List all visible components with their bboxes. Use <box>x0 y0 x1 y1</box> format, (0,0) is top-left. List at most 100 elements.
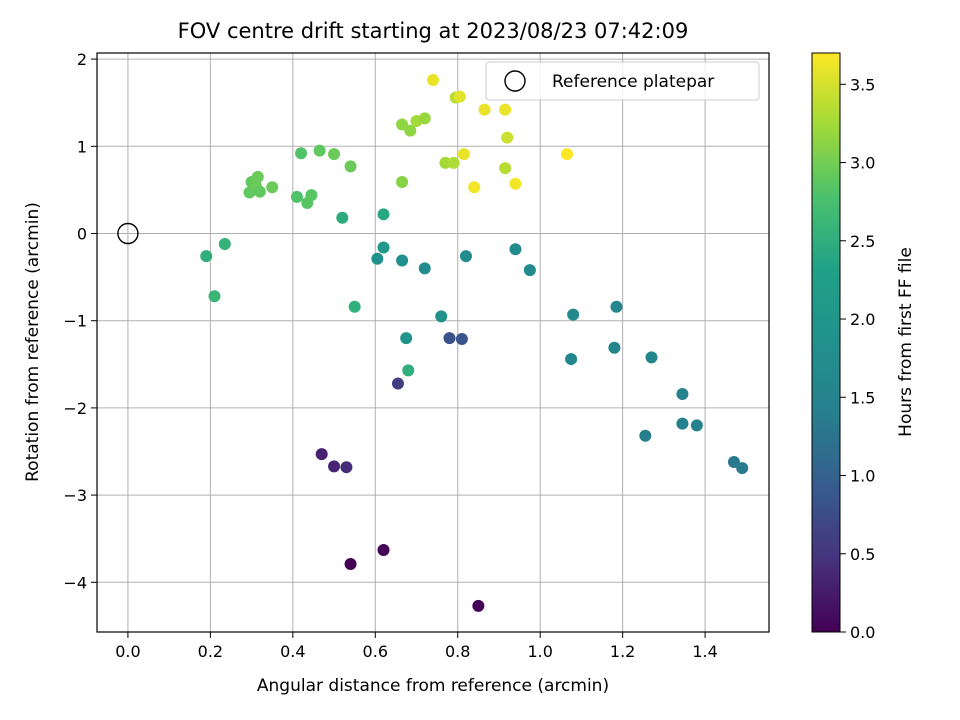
reference-platepar-marker <box>117 222 139 245</box>
data-point <box>443 332 456 345</box>
data-point <box>501 131 514 144</box>
data-point <box>290 190 303 203</box>
data-point <box>567 308 580 321</box>
data-point <box>377 208 390 221</box>
data-point <box>560 148 573 161</box>
colorbar-tick-label: 1.5 <box>850 388 875 407</box>
data-points <box>117 74 749 612</box>
x-tick-label: 0.8 <box>445 642 470 661</box>
data-point <box>509 177 522 190</box>
data-point <box>266 181 279 194</box>
x-axis: 0.0 0.2 0.4 0.6 0.8 1.0 1.2 1.4 <box>115 632 718 661</box>
grid-lines <box>97 53 769 632</box>
colorbar-label: Hours from first FF file <box>896 247 916 437</box>
data-point <box>499 162 512 175</box>
data-point <box>328 148 341 161</box>
data-point <box>208 290 221 303</box>
data-point <box>455 333 468 346</box>
x-tick-label: 1.4 <box>692 642 717 661</box>
data-point <box>610 300 623 313</box>
legend: Reference platepar <box>485 61 760 101</box>
x-axis-label: Angular distance from reference (arcmin) <box>257 676 609 696</box>
y-tick-label: 2 <box>77 50 87 69</box>
colorbar-gradient <box>811 52 841 633</box>
data-point <box>676 417 689 430</box>
x-tick-label: 1.0 <box>527 642 552 661</box>
data-point <box>251 170 264 183</box>
data-point <box>439 156 452 169</box>
colorbar-tick-label: 0.5 <box>850 545 875 564</box>
y-axis-label: Rotation from reference (arcmin) <box>23 202 43 482</box>
x-tick-label: 0.4 <box>280 642 305 661</box>
data-point <box>404 124 417 137</box>
data-point <box>736 462 749 475</box>
data-point <box>313 144 326 157</box>
data-point <box>727 455 740 468</box>
data-point <box>435 310 448 323</box>
data-point <box>340 461 353 474</box>
data-point <box>468 181 481 194</box>
data-point <box>200 250 213 263</box>
data-point <box>457 148 470 161</box>
data-point <box>499 103 512 116</box>
data-point <box>344 160 357 173</box>
data-point <box>377 544 390 557</box>
data-point <box>509 243 522 256</box>
colorbar-tick-label: 1.0 <box>850 467 875 486</box>
data-point <box>348 300 361 313</box>
colorbar-ticks: 0.0 0.5 1.0 1.5 2.0 2.5 3.0 3.5 <box>840 75 875 642</box>
data-point <box>391 377 404 390</box>
data-point <box>396 176 409 189</box>
chart-title: FOV centre drift starting at 2023/08/23 … <box>178 19 689 43</box>
x-tick-label: 0.0 <box>115 642 140 661</box>
plot-frame <box>96 52 770 633</box>
y-tick-label: 0 <box>77 225 87 244</box>
data-point <box>472 599 485 612</box>
data-point <box>396 118 409 131</box>
data-point <box>453 90 466 103</box>
data-point <box>336 211 349 224</box>
data-point <box>459 250 472 263</box>
data-point <box>396 254 409 267</box>
data-point <box>344 557 357 570</box>
x-tick-label: 0.2 <box>198 642 223 661</box>
data-point <box>565 353 578 366</box>
data-point <box>328 460 341 473</box>
legend-marker-icon <box>504 70 526 92</box>
data-point <box>447 156 460 169</box>
data-point <box>523 264 536 277</box>
data-point <box>315 448 328 461</box>
colorbar-tick-label: 2.0 <box>850 310 875 329</box>
data-point <box>253 185 266 198</box>
data-point <box>676 387 689 400</box>
data-point <box>402 364 415 377</box>
colorbar-tick-label: 3.0 <box>850 154 875 173</box>
data-point <box>418 112 431 125</box>
data-point <box>218 237 231 250</box>
colorbar-tick-label: 2.5 <box>850 232 875 251</box>
data-point <box>639 429 652 442</box>
data-point <box>478 103 491 116</box>
data-point <box>305 189 318 202</box>
data-point <box>690 419 703 432</box>
data-point <box>418 262 431 275</box>
data-point <box>377 241 390 254</box>
y-axis: −4 −3 −2 −1 0 1 2 <box>63 50 97 592</box>
colorbar-tick-label: 3.5 <box>850 75 875 94</box>
legend-label: Reference platepar <box>552 72 714 92</box>
data-point <box>295 147 308 160</box>
y-tick-label: −3 <box>63 486 87 505</box>
y-tick-label: −1 <box>63 312 87 331</box>
data-point <box>400 332 413 345</box>
data-point <box>371 252 384 265</box>
colorbar: 0.0 0.5 1.0 1.5 2.0 2.5 3.0 3.5 Hours from firs… <box>811 52 916 642</box>
y-tick-label: −4 <box>63 573 87 592</box>
data-point <box>427 74 439 87</box>
y-tick-label: 1 <box>77 137 87 156</box>
x-tick-label: 0.6 <box>363 642 388 661</box>
data-point <box>608 341 621 354</box>
colorbar-tick-label: 0.0 <box>850 623 875 642</box>
y-tick-label: −2 <box>63 399 87 418</box>
legend-box <box>485 61 760 101</box>
